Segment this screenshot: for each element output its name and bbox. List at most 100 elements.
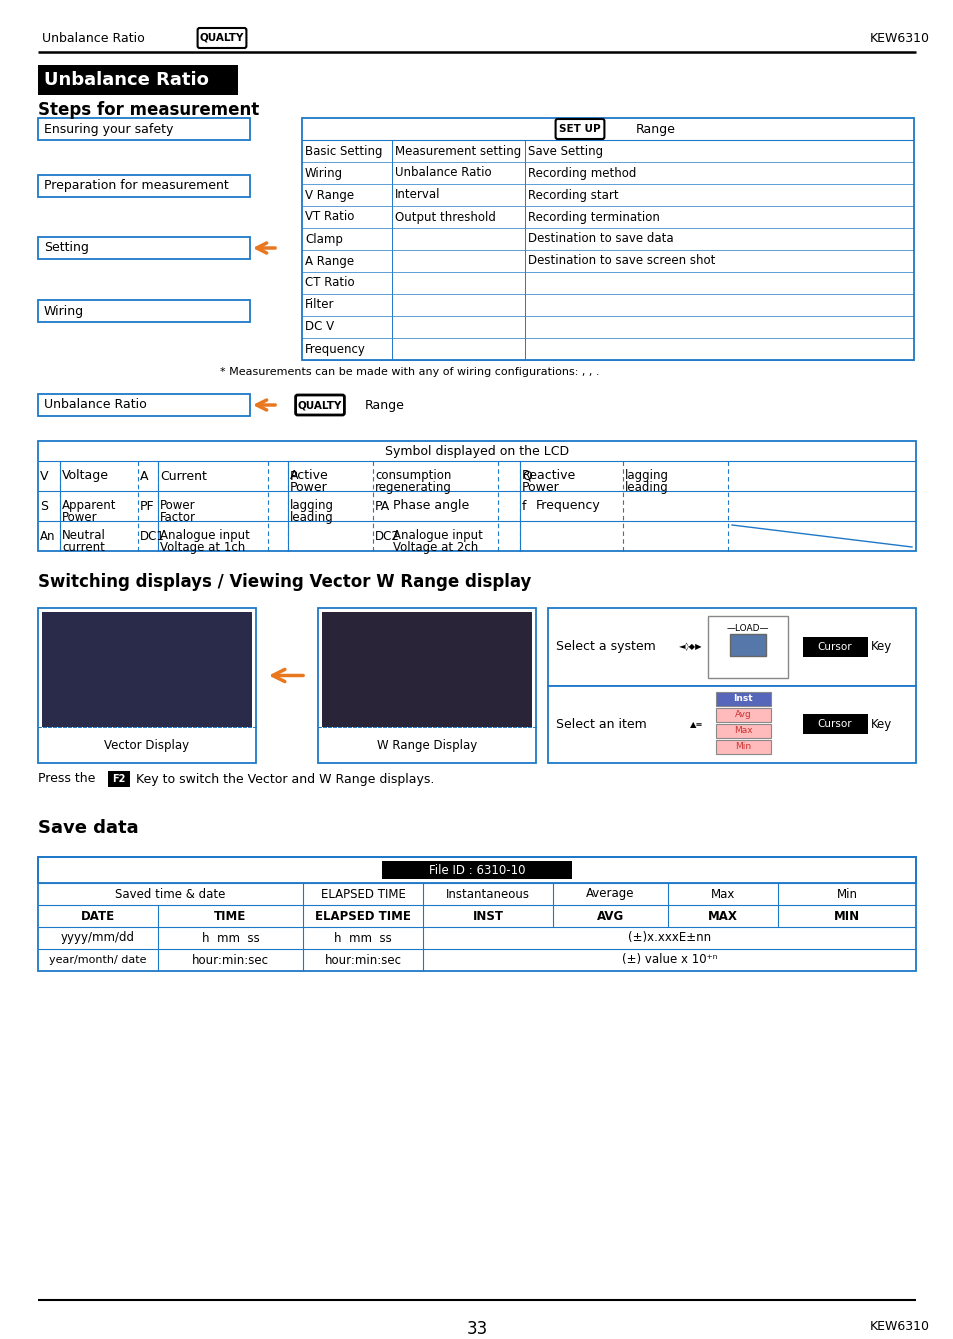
Bar (317, 608, 536, 763)
Bar (38, 118, 250, 141)
Text: current: current (62, 541, 105, 554)
Text: Destination to save screen shot: Destination to save screen shot (527, 254, 715, 268)
Text: DC2: DC2 (375, 529, 399, 542)
Text: Power: Power (521, 481, 559, 494)
FancyBboxPatch shape (197, 28, 246, 48)
Text: Average: Average (586, 888, 634, 901)
Text: consumption: consumption (375, 469, 451, 482)
Bar (38, 175, 250, 197)
Text: SET UP: SET UP (558, 125, 600, 134)
Bar (38, 441, 915, 552)
Bar (38, 857, 915, 882)
Text: leading: leading (290, 511, 334, 524)
Bar (381, 861, 572, 878)
Bar (547, 608, 915, 686)
Text: Clamp: Clamp (305, 233, 342, 245)
Text: Steps for measurement: Steps for measurement (38, 100, 259, 119)
Text: Power: Power (160, 499, 195, 511)
Text: PF: PF (140, 499, 154, 513)
Text: Reactive: Reactive (521, 469, 576, 482)
Text: lagging: lagging (624, 469, 668, 482)
Text: Voltage: Voltage (62, 470, 109, 482)
Text: Vector Display: Vector Display (104, 739, 190, 751)
Text: Min: Min (734, 742, 750, 751)
Text: (±) value x 10⁺ⁿ: (±) value x 10⁺ⁿ (621, 953, 717, 967)
FancyBboxPatch shape (555, 119, 604, 139)
Text: year/month/ date: year/month/ date (50, 955, 147, 965)
Text: Avg: Avg (734, 710, 751, 719)
Text: File ID : 6310-10: File ID : 6310-10 (428, 864, 525, 877)
Bar (38, 300, 250, 321)
Text: lagging: lagging (290, 499, 334, 511)
Text: Wiring: Wiring (44, 304, 84, 317)
Bar (707, 616, 787, 678)
Text: DC V: DC V (305, 320, 334, 333)
Text: (±)x.xxxE±nn: (±)x.xxxE±nn (627, 932, 710, 944)
Text: An: An (40, 529, 55, 542)
Text: hour:min:sec: hour:min:sec (192, 953, 269, 967)
Text: Factor: Factor (160, 511, 195, 524)
Text: Phase angle: Phase angle (393, 499, 469, 513)
Text: Output threshold: Output threshold (395, 210, 496, 224)
Text: Neutral: Neutral (62, 529, 106, 542)
Text: Key: Key (870, 640, 891, 653)
Text: Measurement setting: Measurement setting (395, 145, 520, 158)
Bar (38, 608, 255, 763)
Bar (802, 637, 867, 656)
Text: Max: Max (710, 888, 735, 901)
Text: V: V (40, 470, 49, 482)
Bar (802, 714, 867, 734)
Text: INST: INST (472, 909, 503, 923)
Text: CT Ratio: CT Ratio (305, 276, 355, 289)
Text: Recording method: Recording method (527, 166, 636, 179)
Text: ELAPSED TIME: ELAPSED TIME (320, 888, 405, 901)
Bar (38, 394, 250, 416)
Text: Active: Active (290, 469, 329, 482)
Text: Max: Max (733, 726, 752, 735)
Text: Apparent: Apparent (62, 499, 116, 511)
Bar (38, 66, 237, 95)
Text: Power: Power (290, 481, 328, 494)
Bar (547, 686, 915, 763)
Text: Cursor: Cursor (817, 641, 851, 652)
Text: AVG: AVG (597, 909, 623, 923)
Text: h  mm  ss: h mm ss (201, 932, 259, 944)
Text: Cursor: Cursor (817, 719, 851, 730)
Bar (108, 771, 130, 787)
Bar (716, 691, 770, 706)
Text: Voltage at 2ch: Voltage at 2ch (393, 541, 477, 554)
Text: QUALTY: QUALTY (297, 400, 342, 410)
Text: MIN: MIN (833, 909, 860, 923)
Text: Power: Power (62, 511, 97, 524)
Text: Save Setting: Save Setting (527, 145, 602, 158)
Text: Setting: Setting (44, 241, 89, 254)
Text: h  mm  ss: h mm ss (334, 932, 392, 944)
Text: Preparation for measurement: Preparation for measurement (44, 179, 229, 193)
Text: P: P (290, 470, 297, 482)
Text: ◄◊◆▶: ◄◊◆▶ (679, 643, 702, 651)
Text: Analogue input: Analogue input (160, 529, 250, 542)
Text: f: f (521, 499, 526, 513)
Bar (38, 237, 250, 258)
Text: Unbalance Ratio: Unbalance Ratio (395, 166, 491, 179)
Bar (716, 739, 770, 754)
Text: Range: Range (636, 122, 675, 135)
Text: 33: 33 (466, 1320, 487, 1338)
Text: ▲≡: ▲≡ (689, 720, 702, 728)
Bar (716, 707, 770, 722)
Text: Unbalance Ratio: Unbalance Ratio (44, 71, 209, 88)
Bar (322, 612, 532, 727)
Text: Frequency: Frequency (305, 343, 366, 355)
Text: F2: F2 (112, 774, 126, 785)
Text: KEW6310: KEW6310 (869, 32, 929, 44)
Text: Select a system: Select a system (556, 640, 655, 653)
Text: Ensuring your safety: Ensuring your safety (44, 122, 173, 135)
Text: DC1: DC1 (140, 529, 165, 542)
Bar (716, 723, 770, 738)
Text: hour:min:sec: hour:min:sec (324, 953, 401, 967)
Text: yyyy/mm/dd: yyyy/mm/dd (61, 932, 135, 944)
Text: V Range: V Range (305, 189, 354, 201)
Text: Symbol displayed on the LCD: Symbol displayed on the LCD (384, 445, 569, 458)
Text: Unbalance Ratio: Unbalance Ratio (42, 32, 145, 44)
Text: Key: Key (870, 718, 891, 731)
